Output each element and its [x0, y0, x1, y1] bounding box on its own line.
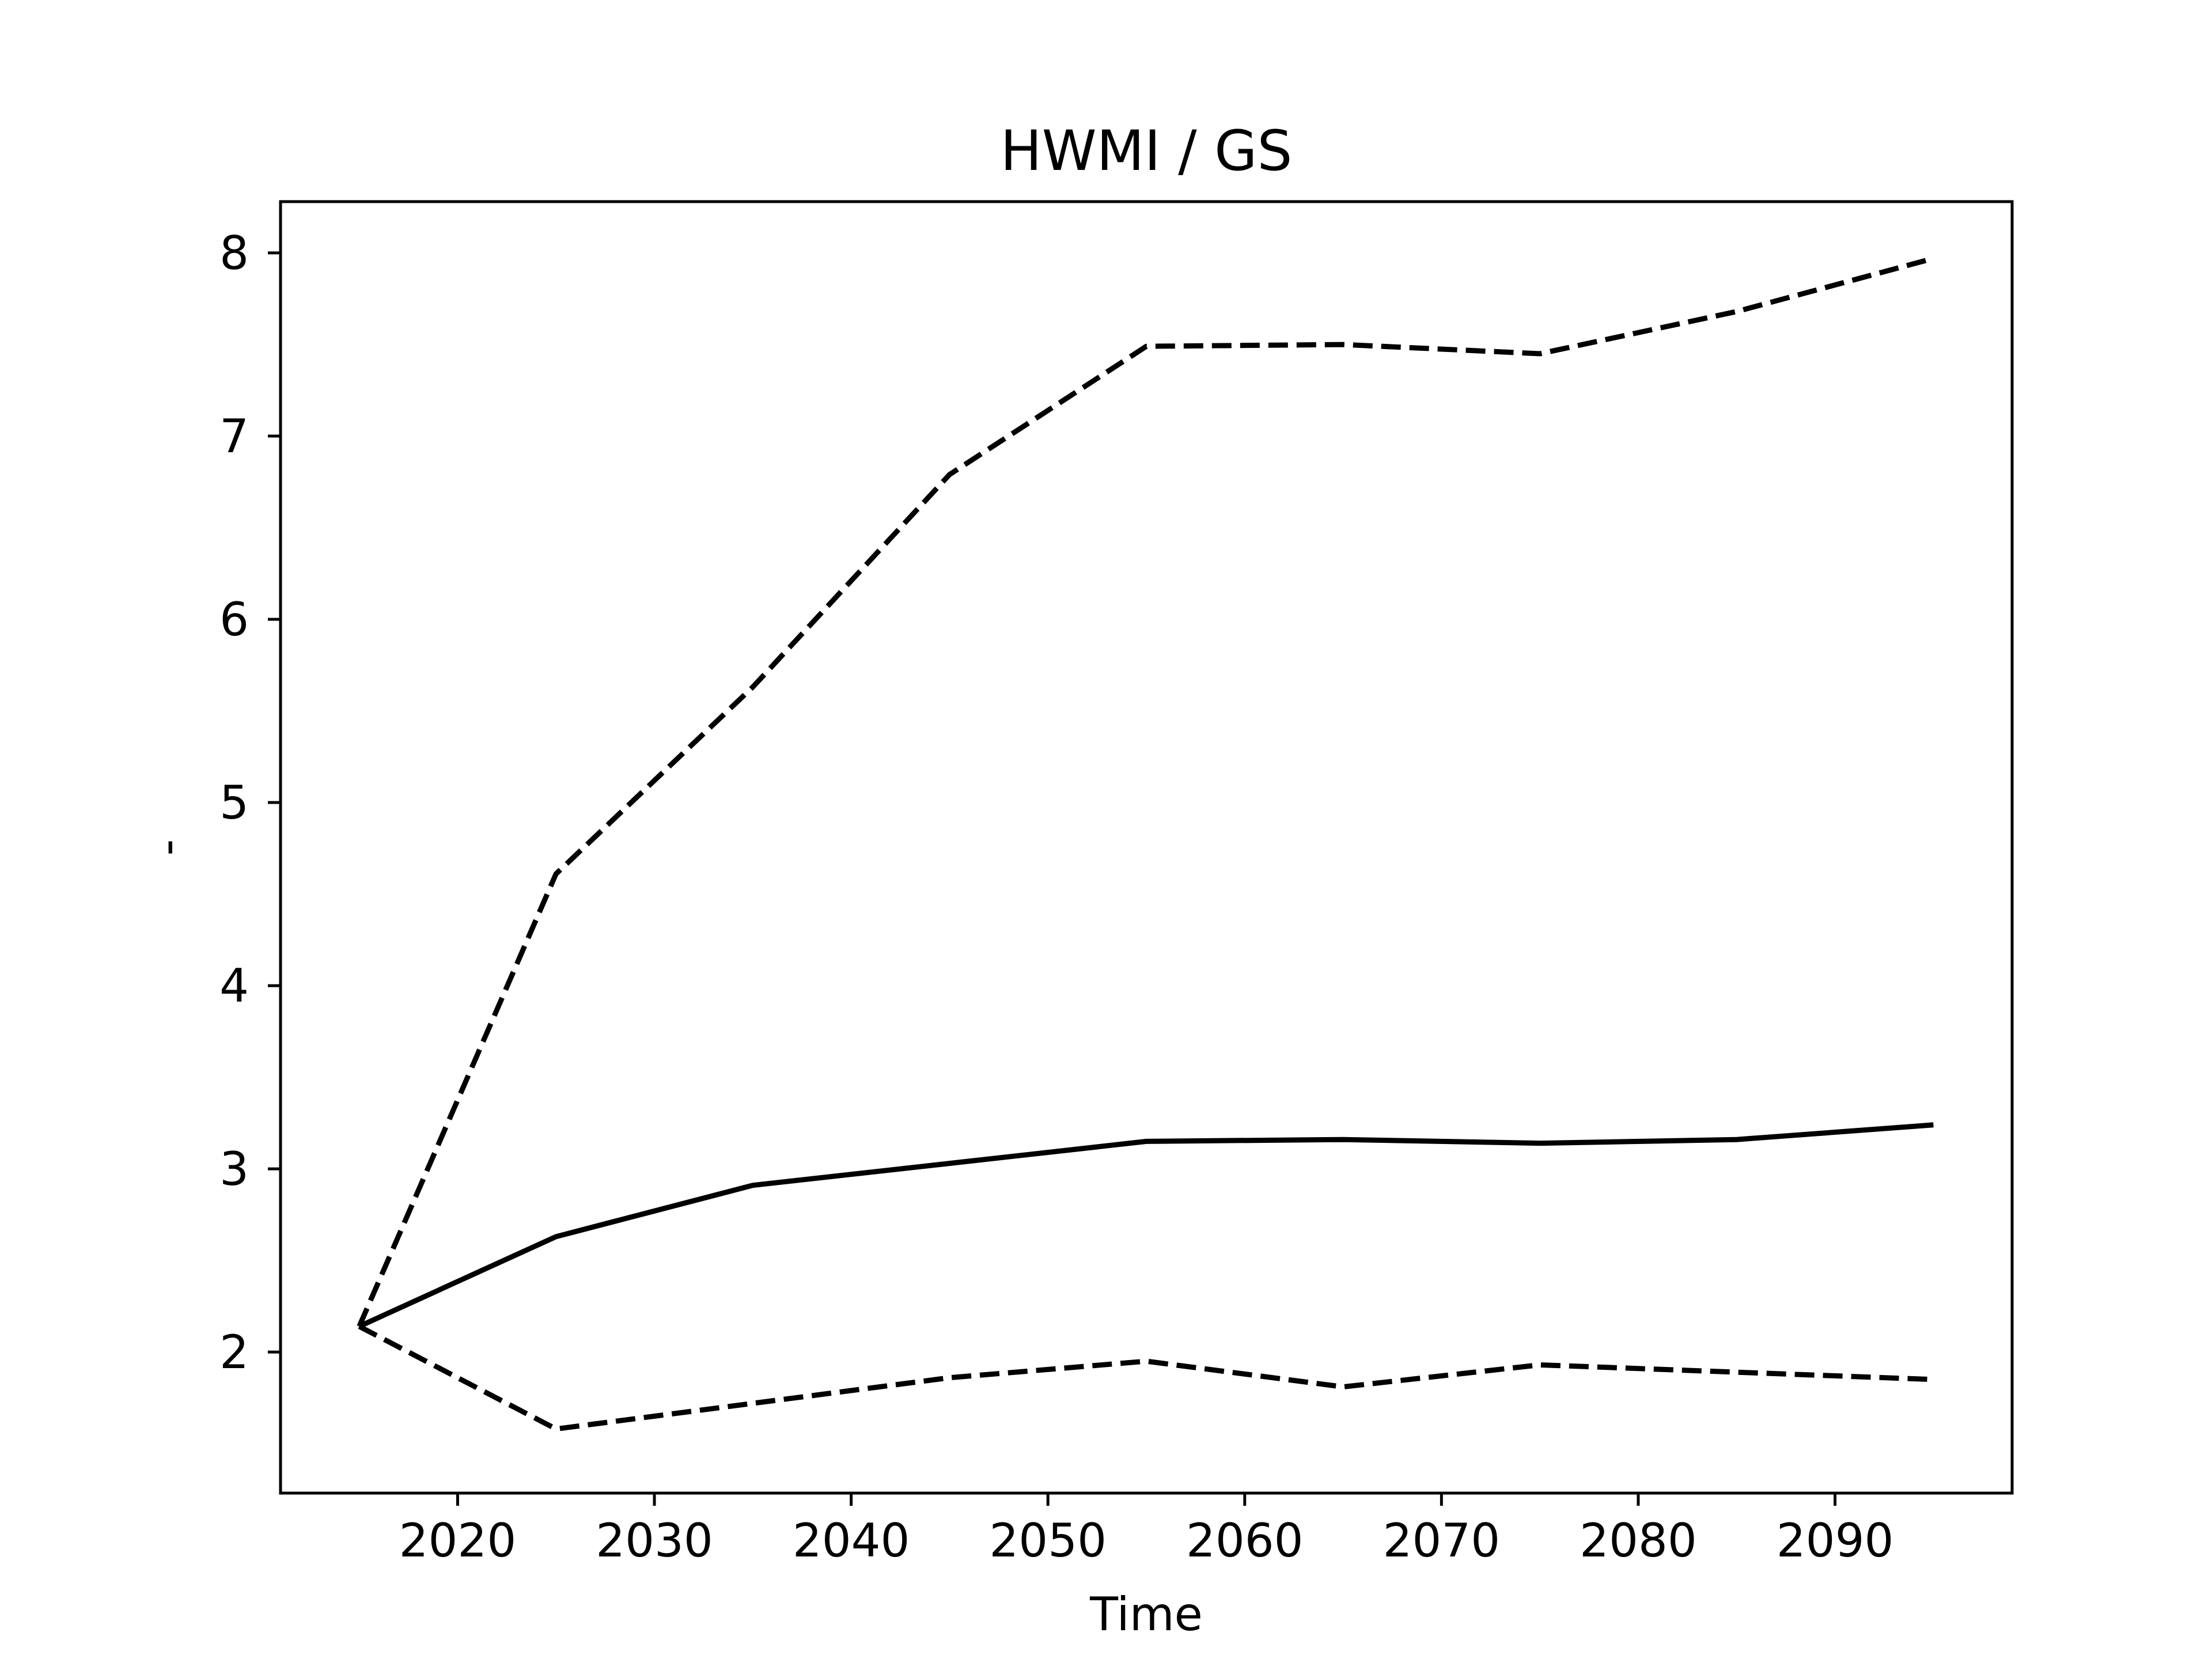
y-tick-label: 3	[219, 1142, 249, 1196]
y-tick-label: 2	[219, 1325, 249, 1379]
x-tick-label: 2060	[1186, 1514, 1304, 1567]
y-tick-label: 6	[219, 593, 249, 646]
y-tick-label: 8	[219, 226, 249, 280]
dashed-series-line-2	[358, 1324, 1934, 1432]
x-tick-label: 2070	[1383, 1514, 1501, 1567]
x-tick-label: 2080	[1580, 1514, 1697, 1567]
x-axis: 2020 2030 2040 2050 2060 2070 2080 2090	[399, 1493, 1894, 1567]
solid-series-line-0	[358, 1122, 1934, 1329]
plot-frame	[279, 200, 2014, 1495]
dashed-series-line-1	[357, 256, 1934, 1328]
y-axis: 2 3 4 5 6 7 8	[219, 226, 281, 1379]
chart-title: HWMI / GS	[1001, 119, 1293, 183]
x-tick-label: 2090	[1777, 1514, 1894, 1567]
y-tick-label: 5	[219, 776, 249, 830]
x-tick-label: 2020	[399, 1514, 517, 1567]
series-layer	[357, 256, 1934, 1432]
y-axis-label: -	[141, 839, 194, 856]
x-tick-label: 2030	[596, 1514, 713, 1567]
x-tick-label: 2040	[793, 1514, 910, 1567]
y-tick-label: 7	[219, 410, 249, 463]
x-tick-label: 2050	[989, 1514, 1107, 1567]
y-tick-label: 4	[219, 959, 249, 1013]
x-axis-label: Time	[1089, 1588, 1203, 1641]
